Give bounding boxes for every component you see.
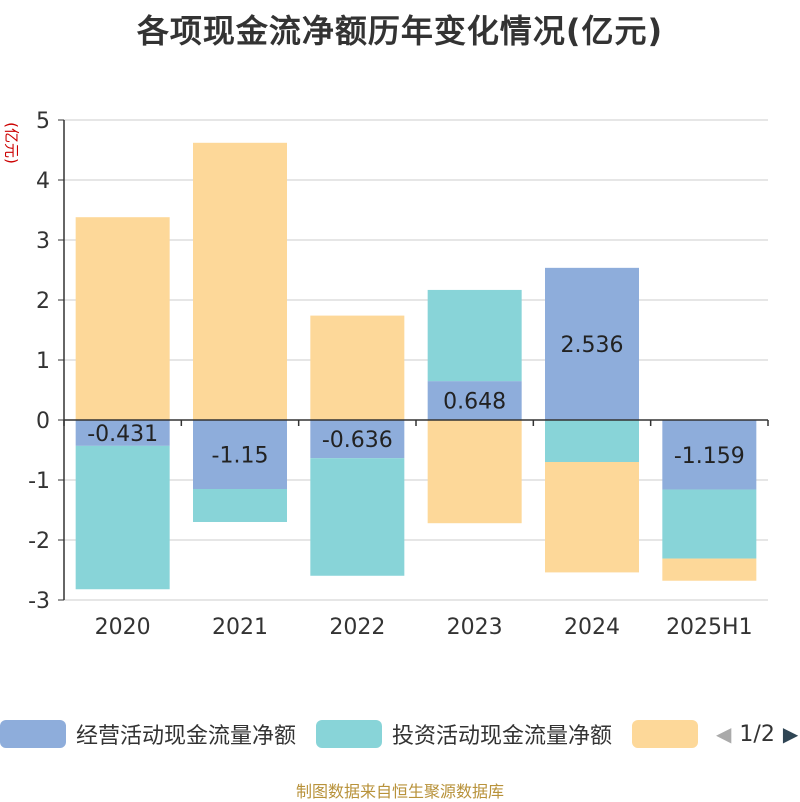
legend-pager: ◀ 1/2 ▶ (716, 722, 798, 747)
bar-s0-2022 (310, 420, 405, 459)
bar-s2-2022 (310, 315, 405, 420)
pager-text: 1/2 (739, 721, 775, 747)
bar-s0-2020 (75, 420, 170, 446)
pager-prev-icon[interactable]: ◀ (716, 722, 732, 746)
x-tick-label: 2021 (212, 615, 268, 640)
bar-s1-2024 (545, 420, 639, 462)
legend-label-operating: 经营活动现金流量净额 (76, 724, 297, 749)
data-label: 0.648 (443, 390, 506, 415)
bar-s0-2023 (427, 381, 522, 420)
y-tick-label: -1 (28, 469, 50, 494)
legend-swatch-investing (316, 720, 383, 748)
y-tick-label: 0 (36, 409, 50, 434)
bar-s0-2021 (193, 420, 287, 489)
y-tick-label: 1 (36, 349, 50, 374)
legend-item-third[interactable] (632, 720, 699, 748)
bar-s2-2020 (75, 217, 170, 420)
x-tick-label: 2024 (564, 615, 620, 640)
legend-label-investing: 投资活动现金流量净额 (392, 724, 613, 749)
pager-next-icon[interactable]: ▶ (782, 722, 799, 746)
x-tick-label: 2025H1 (666, 615, 753, 640)
legend-item-investing[interactable]: 投资活动现金流量净额 (316, 718, 612, 750)
bar-s1-2023 (427, 289, 522, 382)
bar-s2-2021 (193, 142, 287, 421)
bar-s0-2024 (545, 267, 639, 420)
y-tick-label: -3 (28, 589, 50, 614)
x-tick-label: 2020 (95, 615, 151, 640)
y-tick-label: -2 (28, 529, 50, 554)
legend-swatch-third (632, 720, 699, 748)
chart-title: 各项现金流净额历年变化情况(亿元) (136, 12, 664, 50)
legend-item-operating[interactable]: 经营活动现金流量净额 (0, 718, 296, 750)
bar-s2-2024 (545, 462, 639, 573)
bar-s1-2022 (310, 458, 405, 576)
y-tick-label: 5 (36, 109, 50, 134)
bar-s2-2025H1 (662, 558, 757, 581)
data-label: -1.15 (212, 444, 269, 469)
bar-s2-2023 (427, 420, 522, 524)
bar-s1-2025H1 (662, 489, 757, 559)
data-label: -0.431 (87, 422, 158, 447)
data-label: 2.536 (561, 333, 624, 358)
legend: 经营活动现金流量净额 投资活动现金流量净额 ◀ 1/2 ▶ (0, 716, 800, 752)
source-note: 制图数据来自恒生聚源数据库 (295, 782, 504, 801)
bar-s1-2020 (75, 445, 170, 590)
bar-s1-2021 (193, 489, 287, 522)
legend-swatch-operating (0, 720, 66, 748)
x-tick-label: 2023 (447, 615, 503, 640)
y-tick-label: 3 (36, 229, 50, 254)
y-tick-label: 2 (36, 289, 50, 314)
stacked-bar-chart: -3 -2 -1 0 1 2 3 4 5 -0.431 -1.15 -0.636 0.648 2.536 -… (28, 109, 769, 640)
data-label: -0.636 (322, 428, 393, 453)
y-tick-label: 4 (36, 169, 50, 194)
data-label: -1.159 (674, 444, 745, 469)
x-tick-label: 2022 (329, 615, 385, 640)
bar-s0-2025H1 (662, 420, 757, 490)
